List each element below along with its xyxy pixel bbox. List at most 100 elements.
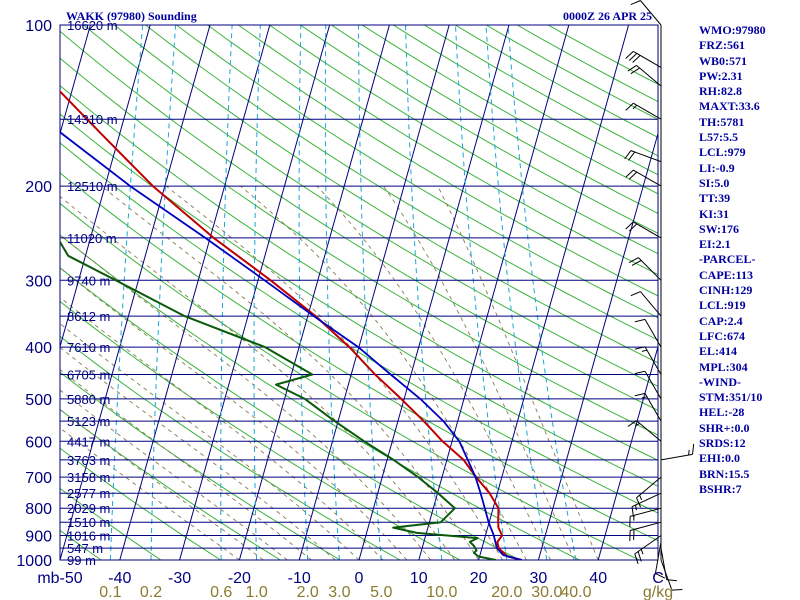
index-item: BSHR:7	[699, 481, 742, 496]
height-label: 1510 m	[67, 515, 110, 530]
wind-barb-column	[624, 0, 695, 591]
wind-barb	[634, 392, 662, 422]
dry-adiabat	[60, 172, 658, 542]
plot-border	[59, 24, 659, 561]
pressure-tick-label: 500	[25, 392, 52, 409]
mixing-ratio-tick-label: 40.0	[560, 584, 591, 600]
height-label: 9740 m	[67, 273, 110, 288]
wind-barb	[660, 443, 695, 461]
index-item: -PARCEL-	[699, 252, 756, 267]
temperature-tick-label: -10	[288, 570, 311, 587]
pressure-tick-label: 400	[25, 340, 52, 357]
dry-adiabat	[114, 25, 658, 364]
wind-barb	[627, 420, 662, 442]
height-label: 1016 m	[67, 529, 110, 544]
index-item: CAPE:113	[699, 267, 753, 282]
wind-barb	[631, 492, 662, 518]
pressure-tick-label: 200	[25, 179, 52, 196]
parcel-trace	[60, 131, 522, 560]
mixing-ratio-tick-label: 0.2	[140, 584, 162, 600]
dry-adiabat	[424, 25, 658, 157]
height-label: 2029 m	[67, 501, 110, 516]
height-label: 6705 m	[67, 368, 110, 383]
index-item: SRDS:12	[699, 436, 746, 451]
index-item: HEL:-28	[699, 405, 745, 420]
adiabat-lines	[60, 25, 658, 560]
isotherm	[60, 25, 151, 349]
index-item: STM:351/10	[699, 390, 763, 405]
index-item: PW:2.31	[699, 68, 743, 83]
isotherm	[119, 25, 271, 560]
dry-adiabat	[60, 447, 221, 560]
wind-barb	[624, 150, 662, 163]
dewpoint-trace	[60, 239, 497, 560]
mixing-ratio-tick-label: 30.0	[531, 584, 562, 600]
wind-barb	[629, 521, 662, 542]
dry-adiabat	[83, 25, 658, 387]
dry-adiabat	[60, 142, 658, 514]
temperature-tick-label: 20	[470, 570, 488, 587]
temperature-trace	[60, 89, 522, 560]
wind-barb	[625, 102, 662, 120]
pressure-tick-label: 100	[25, 18, 52, 35]
index-item: CINH:129	[699, 283, 753, 298]
dry-adiabat	[60, 335, 401, 560]
pressure-tick-label: 300	[25, 273, 52, 290]
pressure-tick-label: 600	[25, 434, 52, 451]
height-label: 11020 m	[67, 231, 117, 246]
index-item: EI:2.1	[699, 237, 731, 252]
height-label: 5123 m	[67, 414, 110, 429]
moist-adiabat	[316, 185, 551, 560]
station-title: WAKK (97980) Sounding	[66, 9, 197, 23]
temperature-tick-label: 10	[410, 570, 428, 587]
isobar-lines	[60, 24, 658, 561]
isotherm	[179, 25, 331, 560]
index-item: RH:82.8	[699, 84, 742, 99]
pressure-tick-label: 800	[25, 501, 52, 518]
mixing-ratio-tick-label: 3.0	[328, 584, 350, 600]
temperature-tick-label: mb-50	[37, 570, 82, 587]
wind-barb	[660, 548, 677, 582]
dry-adiabat	[362, 25, 658, 195]
dry-adiabat	[60, 84, 658, 461]
index-item: EHI:0.0	[699, 451, 741, 466]
index-item: EL:414	[699, 344, 738, 359]
index-item: SI:5.0	[699, 175, 730, 190]
index-item: WMO:97980	[699, 23, 766, 37]
temperature-tick-label: 40	[589, 570, 607, 587]
height-label: 14310 m	[67, 112, 118, 127]
wind-barb	[627, 64, 662, 87]
mixing-ratio-line	[150, 25, 177, 560]
index-item: CAP:2.4	[699, 313, 743, 328]
wind-barb	[660, 559, 683, 591]
dry-adiabat	[238, 25, 658, 276]
temperature-tick-label: -40	[108, 570, 131, 587]
mixing-ratio-line	[358, 25, 382, 560]
pressure-tick-label: 700	[25, 470, 52, 487]
dry-adiabat	[300, 25, 658, 234]
mixing-ratio-line	[220, 25, 233, 560]
dry-adiabat	[60, 30, 658, 411]
dry-adiabat	[176, 25, 658, 319]
index-item: L57:5.5	[699, 130, 738, 145]
dry-adiabat	[60, 202, 640, 560]
stability-indices-list: WMO:97980 FRZ:561 WB0:571 PW:2.31 RH:82.8 MAX…	[699, 23, 766, 497]
moist-adiabat	[165, 185, 503, 560]
dry-adiabat	[485, 25, 658, 120]
temperature-tick-label: 0	[355, 570, 364, 587]
mixing-ratio-lines	[109, 25, 577, 560]
height-label: 7610 m	[67, 340, 110, 355]
index-item: -WIND-	[699, 374, 741, 389]
dry-adiabat	[60, 408, 281, 560]
height-label: 2577 m	[67, 486, 110, 501]
height-label: 547 m	[67, 541, 103, 556]
index-item: MPL:304	[699, 359, 748, 374]
mixing-ratio-tick-label: 5.0	[370, 584, 392, 600]
temperature-unit-label: C	[652, 570, 664, 587]
mixing-ratio-tick-label: 10.0	[426, 584, 457, 600]
height-label: 8612 m	[67, 309, 110, 324]
height-label: 12510 m	[67, 179, 118, 194]
isotherm	[537, 131, 658, 560]
sounding-time: 0000Z 26 APR 25	[563, 9, 653, 23]
